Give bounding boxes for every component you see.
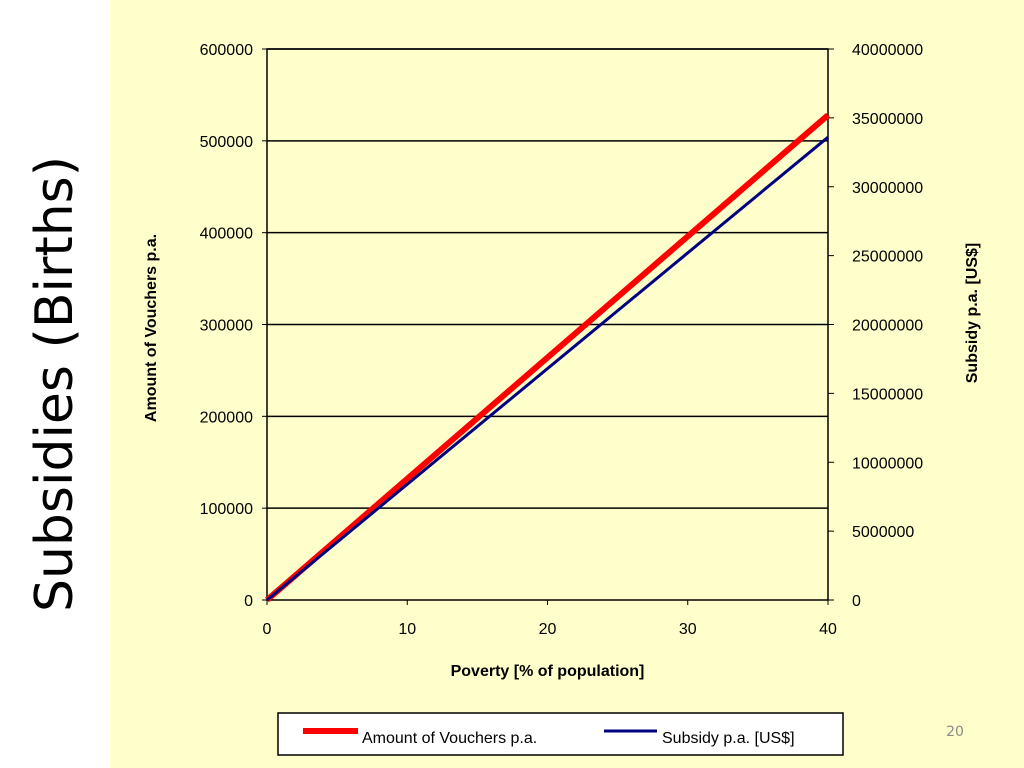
y2-axis-title: Subsidy p.a. [US$]	[964, 243, 981, 383]
right-axis: 0 5000000 10000000 15000000 20000000 25000000…	[828, 42, 923, 610]
slide-background	[110, 0, 1024, 768]
y-tick-label: 200000	[200, 409, 253, 426]
series	[265, 112, 830, 603]
y2-tick-label: 35000000	[852, 111, 923, 128]
y2-tick-label: 30000000	[852, 180, 923, 197]
y2-tick-label: 40000000	[852, 42, 923, 59]
y2-tick-label: 10000000	[852, 455, 923, 472]
x-tick-label: 10	[398, 621, 416, 638]
y2-tick-label: 20000000	[852, 318, 923, 335]
page-number: 20	[946, 724, 964, 740]
y-axis-title: Amount of Vouchers p.a.	[143, 234, 160, 422]
x-tick-label: 0	[263, 621, 272, 638]
x-axis-title: Poverty [% of population]	[451, 663, 645, 680]
y2-tick-label: 25000000	[852, 249, 923, 266]
y-tick-label: 0	[244, 593, 253, 610]
y-tick-label: 300000	[200, 318, 253, 335]
x-axis: 0 10 20 30 40	[263, 600, 837, 638]
y-tick-label: 600000	[200, 42, 253, 59]
y-tick-label: 400000	[200, 226, 253, 243]
y-tick-label: 500000	[200, 134, 253, 151]
gridlines	[267, 48, 828, 509]
x-tick-label: 30	[679, 621, 697, 638]
series-line-subsidy	[266, 136, 829, 602]
y2-tick-label: 5000000	[852, 524, 914, 541]
left-axis: 0 100000 200000 300000 400000 500000 600000	[200, 42, 267, 610]
x-tick-label: 20	[539, 621, 557, 638]
legend: Amount of Vouchers p.a. Subsidy p.a. [US…	[277, 712, 844, 756]
legend-label-subsidy: Subsidy p.a. [US$]	[662, 730, 795, 747]
y2-tick-label: 15000000	[852, 386, 923, 403]
y2-tick-label: 0	[852, 593, 861, 610]
legend-label-vouchers: Amount of Vouchers p.a.	[362, 730, 537, 747]
series-line-vouchers	[265, 112, 830, 603]
y-tick-label: 100000	[200, 501, 253, 518]
legend-box	[277, 712, 844, 756]
x-tick-label: 40	[819, 621, 837, 638]
